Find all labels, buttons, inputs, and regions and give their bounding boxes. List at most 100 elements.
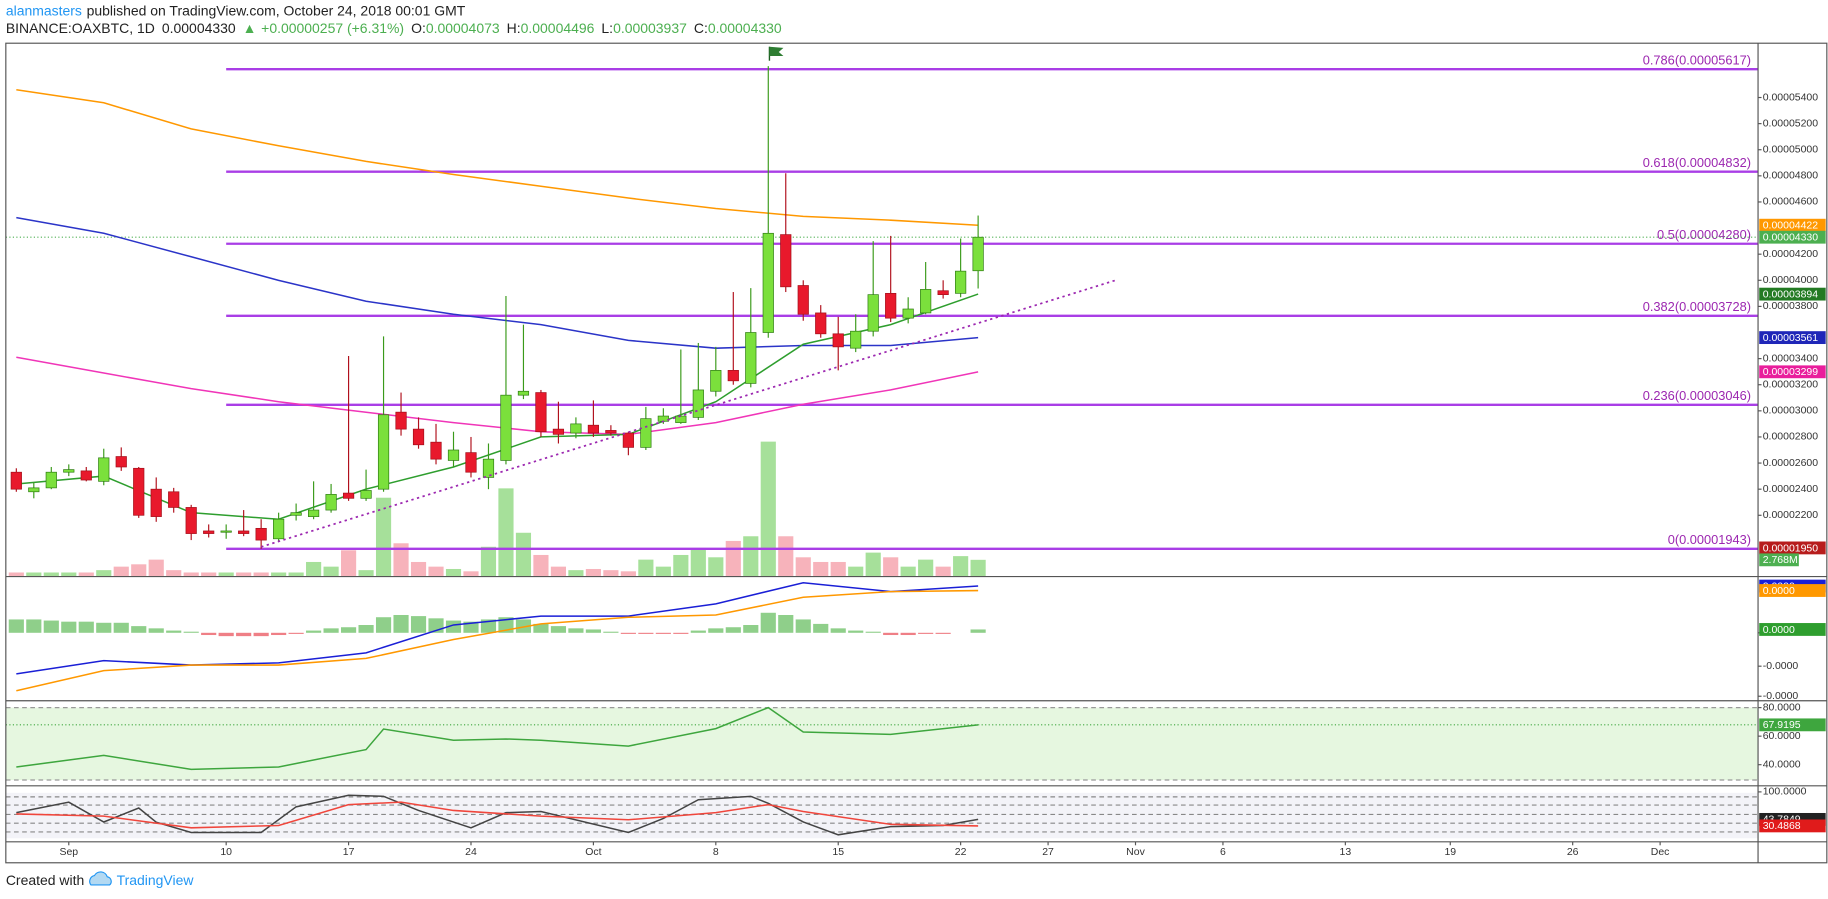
candle-body [185,507,197,534]
macd-histogram [778,614,794,633]
y-tick-label: 0.00003000 [1763,406,1819,417]
volume-bar [778,536,794,576]
change: +0.00000257 (+6.31%) [261,20,404,36]
x-tick-label: 24 [465,847,477,858]
y-tick-label: -0.0000 [1763,691,1799,702]
price-badge-label: 67.9195 [1763,720,1801,731]
price-badge-label: 0.00003561 [1763,333,1819,344]
y-tick-label: 0.00002600 [1763,458,1819,469]
macd-histogram [830,628,846,633]
volume-bar [918,559,934,576]
volume-bar [375,497,392,576]
candle-body [115,456,127,468]
brand[interactable]: TradingView [117,872,195,888]
x-tick-label: 22 [955,847,967,858]
macd-histogram [533,623,549,633]
candle-body [430,441,442,460]
macd-histogram [183,631,199,633]
volume-bar [515,532,532,576]
candle-body [605,430,617,434]
candle-body [133,467,145,516]
macd-histogram [166,630,182,633]
x-tick-label: Nov [1126,847,1145,858]
candle-body [500,394,512,461]
volume-bar [638,559,654,576]
price-badge [1759,819,1826,833]
candle-body [168,491,180,508]
volume-bar [970,559,986,576]
volume-bar [603,570,619,576]
y-tick-label: 0.00003400 [1763,353,1819,364]
macd-histogram [638,632,654,634]
volume-bar [26,572,42,576]
ohlc-value: 0.00004496 [521,20,595,36]
candle-body [482,458,495,478]
volume-bar [480,546,497,576]
x-tick-label: 8 [713,847,719,858]
macd-histogram [463,621,479,633]
candle-body [937,290,949,295]
macd-histogram [236,632,252,637]
volume-bar [883,557,899,576]
volume-bar [306,561,322,576]
candle-body [255,527,267,541]
candle-body [395,411,407,430]
ohlc-value: 0.00003937 [613,20,687,36]
ohlc-key: O: [411,20,426,36]
last-price: 0.00004330 [162,20,236,36]
symbol-line: BINANCE:OAXBTC, 1D 0.00004330 ▲ +0.00000257… [6,20,782,36]
price-badge-label: 0.00001950 [1763,543,1819,554]
macd-histogram [201,632,217,636]
volume-bar [760,441,776,576]
volume-bar [830,561,846,576]
plot-area: 0.786(0.00005617) 0.618(0.00004832) 0.5(0.… [5,52,1826,858]
candle-body [63,469,75,473]
macd-histogram [603,631,619,633]
macd-histogram [935,632,951,634]
y-tick-label: 0.00004200 [1763,249,1819,260]
x-tick-label: 6 [1220,847,1226,858]
volume-bar [166,570,182,576]
volume-bar [953,556,969,576]
candle-body [465,452,477,473]
macd-histogram [568,628,584,633]
candle-body [552,428,565,435]
volume-bar [358,570,374,576]
volume-bar [218,572,234,576]
price-badge-label: 0.00003299 [1763,367,1819,378]
volume-badge [1759,553,1799,567]
macd-histogram [970,629,986,633]
price-badge-label: 0.0000 [1763,586,1795,597]
price-badge [1759,218,1826,232]
x-tick-label: 15 [832,847,844,858]
macd-histogram [8,619,24,633]
candle-body [360,490,372,499]
candle-body [920,289,932,314]
volume-bar [620,571,636,576]
candle-body [710,370,722,392]
x-tick-label: 17 [343,847,355,858]
volume-bar [795,557,811,576]
price-badge-label: 0.00003894 [1763,289,1819,300]
publisher[interactable]: alanmasters [6,2,82,18]
y-tick-label: 0.00003200 [1763,379,1819,390]
candle-body [325,494,337,511]
macd-histogram [480,619,497,633]
candle-body [640,418,652,448]
y-tick-label: 0.00005400 [1763,92,1819,103]
ohlc-key: C: [694,20,708,36]
volume-bar [341,550,357,576]
volume-bar [96,570,112,576]
volume-bar [183,572,199,576]
volume-bar [498,488,514,576]
candle-body [727,370,739,382]
price-badge-label: 0.00004422 [1763,221,1819,232]
macd-histogram [341,627,357,633]
indicator-line [16,216,979,349]
x-tick-label: Dec [1651,847,1670,858]
macd-histogram [673,632,689,634]
macd-histogram [848,630,864,633]
candle-body [238,530,250,534]
volume-bar [725,540,741,576]
